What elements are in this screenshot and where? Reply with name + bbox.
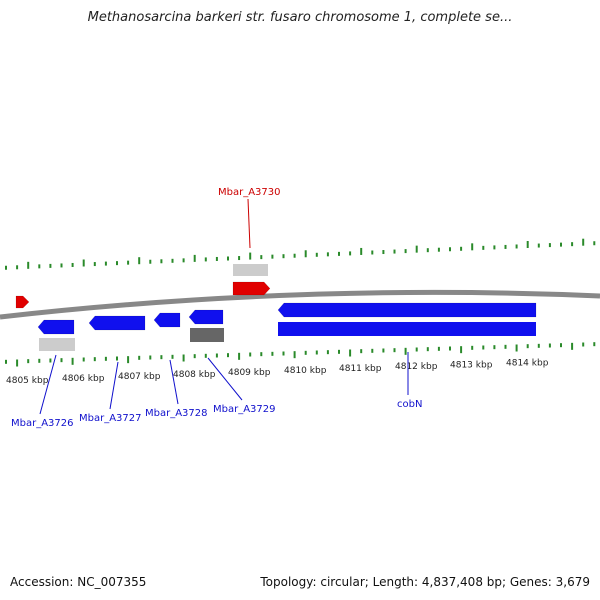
gene-label: Mbar_A3726 [11,418,74,429]
kbp-label: 4807 kbp [118,372,161,382]
label-leader-line [247,198,251,249]
page-title: Methanosarcina barkeri str. fusaro chrom… [87,10,513,25]
genome-stats-label: Topology: circular; Length: 4,837,408 bp… [260,575,590,589]
reverse-gene-arrow [88,315,146,331]
kbp-label: 4811 kbp [339,364,382,374]
forward-gene-arrow [232,281,271,296]
kbp-label: 4813 kbp [450,360,493,370]
gene-labels: Mbar_A3730 Mbar_A3726 Mbar_A3727 Mbar_A3728… [11,187,422,429]
gene-label: Mbar_A3730 [218,187,281,198]
rna-feature [190,328,224,342]
label-leader-line [39,354,57,415]
kbp-label: 4812 kbp [395,362,438,372]
reverse-gene-arrow [188,309,224,325]
kbp-label: 4810 kbp [284,366,327,376]
gene-label: Mbar_A3728 [145,408,208,419]
inner-tick-ring [5,342,596,367]
reverse-gene-arrow [37,319,75,335]
reverse-gene-bar [278,322,536,336]
reverse-gene-arrow [277,302,537,318]
gene-label: cobN [397,399,422,410]
kbp-label: 4809 kbp [228,368,271,378]
rna-feature [233,264,268,276]
label-leader-line [207,357,243,401]
kbp-labels: 4805 kbp 4806 kbp 4807 kbp 4808 kbp 4809 kbp… [6,358,549,386]
accession-label: Accession: NC_007355 [10,575,147,589]
gene-label: Mbar_A3729 [213,404,276,415]
reverse-gene-arrow [153,312,181,328]
gene-features [15,264,537,351]
outer-tick-ring [5,238,596,270]
kbp-label: 4806 kbp [62,374,105,384]
kbp-label: 4814 kbp [506,358,549,368]
rna-feature [39,338,75,351]
kbp-label: 4805 kbp [6,376,49,386]
gene-label: Mbar_A3727 [79,413,142,424]
label-leader-line [169,359,179,405]
kbp-label: 4808 kbp [173,370,216,380]
forward-gene-arrow [15,295,30,309]
chromosome-backbone [0,289,600,320]
label-leader-line [109,361,119,410]
